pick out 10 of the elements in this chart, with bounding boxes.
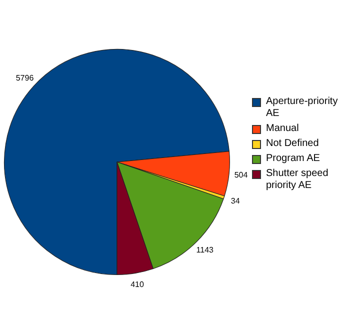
data-label: 410 [130, 280, 144, 290]
legend-label: Manual [266, 123, 299, 135]
data-label: 504 [234, 170, 248, 180]
data-label: 5796 [16, 73, 34, 82]
data-label: 1143 [196, 246, 214, 255]
legend-label: Aperture-priority AE [266, 96, 339, 120]
legend-label: Program AE [266, 153, 320, 165]
legend-label: Shutter speed priority AE [266, 168, 330, 192]
data-label: 34 [230, 196, 240, 206]
legend-label: Not Defined [266, 138, 319, 150]
